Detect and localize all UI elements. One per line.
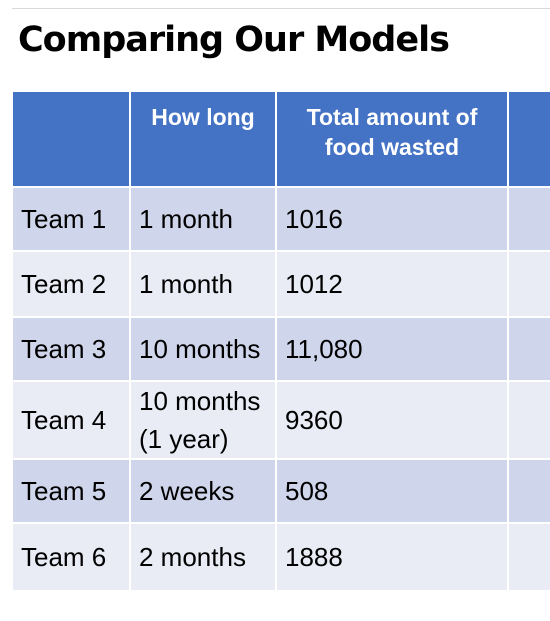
table-row: Team 5 2 weeks 508 [11,458,550,524]
table-header-row: How long Total amount of food wasted [11,90,550,188]
table-row: Team 3 10 months 11,080 [11,316,550,382]
extra-cell [507,458,550,524]
duration-cell: 2 months [129,522,277,592]
food-wasted-cell: 1016 [275,186,509,252]
slide-title: Comparing Our Models [18,20,450,60]
extra-cell [507,316,550,382]
food-wasted-cell: 508 [275,458,509,524]
duration-cell: 2 weeks [129,458,277,524]
table-row: Team 6 2 months 1888 [11,522,550,592]
table-row: Team 2 1 month 1012 [11,250,550,318]
header-cell-how-long: How long [129,90,277,188]
team-cell: Team 5 [11,458,131,524]
header-cell-extra [507,90,550,188]
models-table: How long Total amount of food wasted Tea… [11,90,550,592]
duration-cell: 10 months (1 year) [129,380,277,460]
extra-cell [507,250,550,318]
team-cell: Team 2 [11,250,131,318]
team-cell: Team 1 [11,186,131,252]
header-cell-team [11,90,131,188]
header-cell-food-wasted: Total amount of food wasted [275,90,509,188]
food-wasted-cell: 1012 [275,250,509,318]
duration-cell: 1 month [129,250,277,318]
extra-cell [507,380,550,460]
team-cell: Team 3 [11,316,131,382]
table-row: Team 4 10 months (1 year) 9360 [11,380,550,460]
food-wasted-cell: 1888 [275,522,509,592]
top-divider [12,8,550,9]
food-wasted-cell: 11,080 [275,316,509,382]
team-cell: Team 4 [11,380,131,460]
duration-cell: 1 month [129,186,277,252]
extra-cell [507,522,550,592]
duration-cell: 10 months [129,316,277,382]
team-cell: Team 6 [11,522,131,592]
table-row: Team 1 1 month 1016 [11,186,550,252]
extra-cell [507,186,550,252]
food-wasted-cell: 9360 [275,380,509,460]
